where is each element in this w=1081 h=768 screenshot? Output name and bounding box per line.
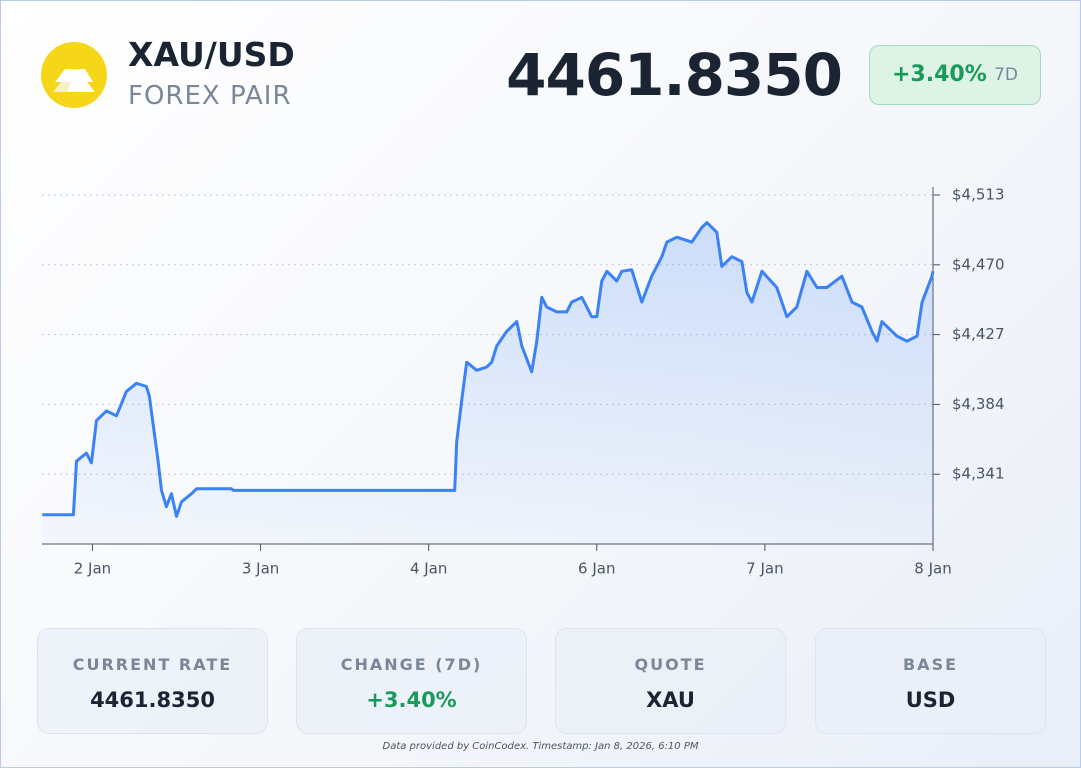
footer: Data provided by CoinCodex. Timestamp: J… <box>382 741 699 752</box>
stat-value: XAU <box>646 688 695 712</box>
price-line <box>42 221 935 518</box>
gold-icon <box>41 42 107 108</box>
price: 4461.8350 <box>506 41 843 109</box>
x-tick-label: 2 Jan <box>74 560 111 578</box>
gold-bars <box>53 69 95 92</box>
stat-label: CHANGE (7D) <box>340 655 483 674</box>
x-tick-label: 6 Jan <box>578 560 615 578</box>
stat-card: CURRENT RATE 4461.8350 <box>37 628 268 734</box>
area <box>42 222 934 544</box>
stat-value: +3.40% <box>366 688 457 712</box>
x-tick-label: 3 Jan <box>242 560 279 578</box>
x-tick-label: 4 Jan <box>410 560 447 578</box>
y-tick-label: $4,427 <box>952 325 1005 343</box>
stat-value: 4461.8350 <box>90 688 215 712</box>
period: 7D <box>994 65 1018 85</box>
stat-card: BASE USD <box>815 628 1046 734</box>
stat-label: QUOTE <box>634 655 707 674</box>
stat-card: QUOTE XAU <box>555 628 786 734</box>
change-badge: +3.40% 7D <box>869 45 1041 105</box>
x-tick-label: 7 Jan <box>746 560 783 578</box>
change: +3.40% <box>892 62 987 87</box>
y-tick-label: $4,470 <box>952 255 1005 273</box>
stat-label: BASE <box>902 655 959 674</box>
y-tick-label: $4,513 <box>952 186 1005 204</box>
y-tick-label: $4,341 <box>952 465 1005 483</box>
symbol: XAU/USD <box>128 35 295 74</box>
chart: $4,341 $4,384 $4,427 $4,470 $4,513 2 Jan 3 Jan… <box>42 186 1005 578</box>
stat-label: CURRENT RATE <box>72 655 233 674</box>
y-tick-label: $4,384 <box>952 395 1005 413</box>
subtitle: FOREX PAIR <box>128 81 292 111</box>
stat-value: USD <box>905 688 956 712</box>
x-tick-label: 8 Jan <box>914 560 951 578</box>
stat-card: CHANGE (7D) +3.40% <box>296 628 527 734</box>
